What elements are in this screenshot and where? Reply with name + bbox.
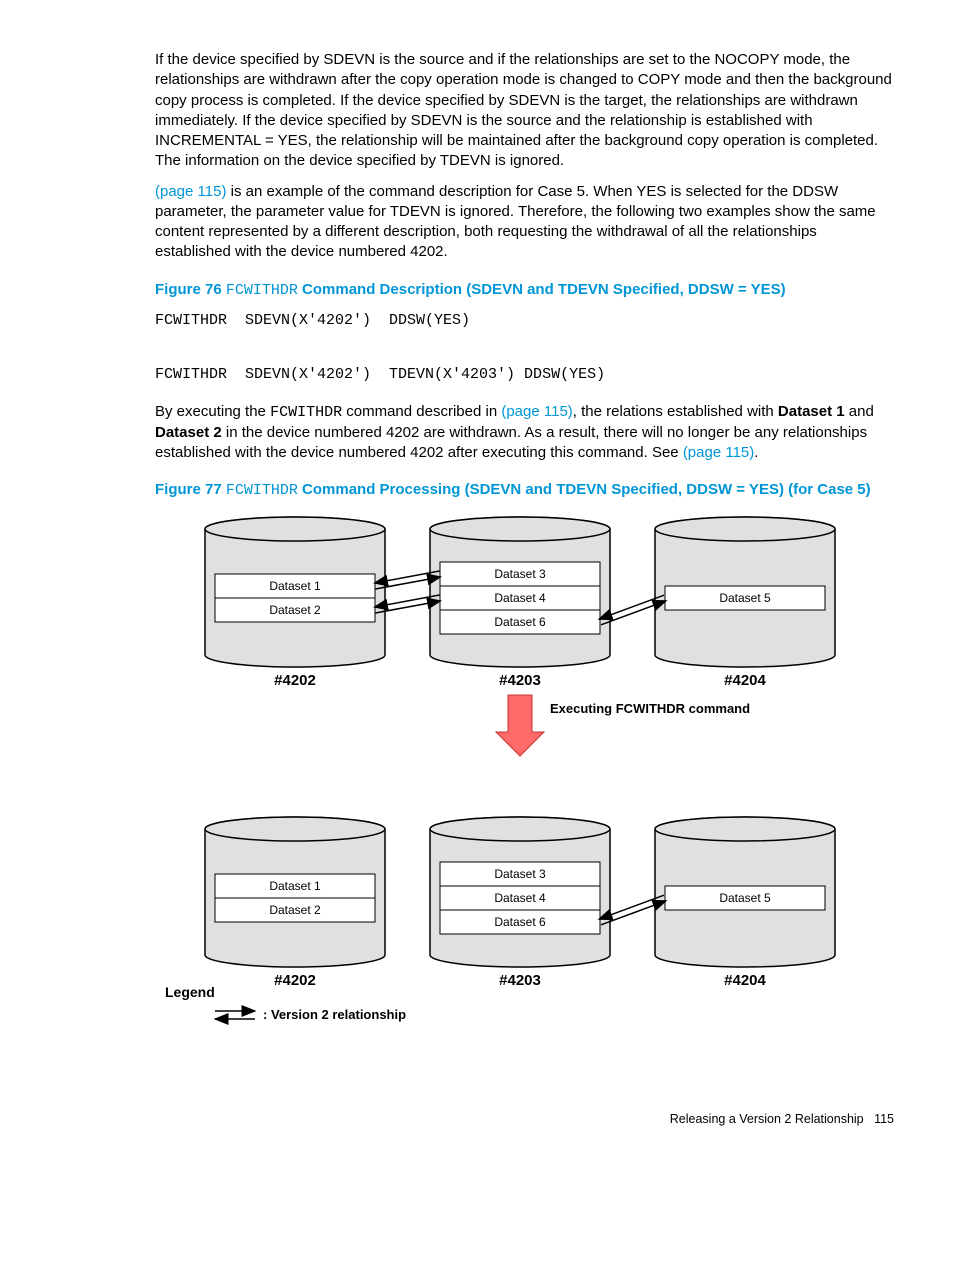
figure-77-cmd: FCWITHDR <box>226 482 298 499</box>
paragraph-1: If the device specified by SDEVN is the … <box>155 50 894 172</box>
link-page-115-c[interactable]: (page 115) <box>683 444 754 461</box>
figure-77-title: Figure 77 FCWITHDR Command Processing (S… <box>155 481 894 499</box>
figure-76-prefix: Figure 76 <box>155 281 226 298</box>
svg-text:Dataset 1: Dataset 1 <box>269 579 321 593</box>
svg-text:Dataset 4: Dataset 4 <box>494 891 546 905</box>
p3-f: . <box>754 444 758 461</box>
svg-text:#4202: #4202 <box>274 672 316 689</box>
svg-text:Dataset 5: Dataset 5 <box>719 591 771 605</box>
figure-77-diagram: Dataset 1 Dataset 2 #4202 Dataset 3 Dataset … <box>155 507 894 1072</box>
link-page-115-b[interactable]: (page 115) <box>501 403 572 420</box>
svg-text:#4204: #4204 <box>724 672 766 689</box>
svg-text:Dataset 1: Dataset 1 <box>269 879 321 893</box>
p3-d1: Dataset 1 <box>778 403 845 420</box>
p3-d: and <box>845 403 874 420</box>
svg-text:Dataset 6: Dataset 6 <box>494 915 546 929</box>
p3-a: By executing the <box>155 403 270 420</box>
svg-text:Dataset 5: Dataset 5 <box>719 891 771 905</box>
figure-76-code: FCWITHDR SDEVN(X'4202') DDSW(YES) FCWITH… <box>155 307 894 388</box>
svg-text:Dataset 2: Dataset 2 <box>269 603 321 617</box>
figure-76-title: Figure 76 FCWITHDR Command Description (… <box>155 281 894 299</box>
footer-page: 115 <box>874 1112 894 1126</box>
svg-text:#4203: #4203 <box>499 972 541 989</box>
svg-text:Dataset 3: Dataset 3 <box>494 567 546 581</box>
svg-text:#4203: #4203 <box>499 672 541 689</box>
svg-text:Dataset 2: Dataset 2 <box>269 903 321 917</box>
svg-text:Dataset 3: Dataset 3 <box>494 867 546 881</box>
link-page-115-a[interactable]: (page 115) <box>155 183 226 200</box>
figure-76-cmd: FCWITHDR <box>226 282 298 299</box>
svg-text:#4202: #4202 <box>274 972 316 989</box>
svg-text:#4204: #4204 <box>724 972 766 989</box>
p3-c: , the relations established with <box>573 403 778 420</box>
p3-cmd: FCWITHDR <box>270 404 342 421</box>
paragraph-3: By executing the FCWITHDR command descri… <box>155 402 894 464</box>
svg-text:Legend: Legend <box>165 984 215 1000</box>
p3-d2: Dataset 2 <box>155 424 222 441</box>
page-footer: Releasing a Version 2 Relationship 115 <box>155 1112 894 1126</box>
footer-text: Releasing a Version 2 Relationship <box>670 1112 864 1126</box>
svg-text:Dataset 4: Dataset 4 <box>494 591 546 605</box>
svg-text:Dataset 6: Dataset 6 <box>494 615 546 629</box>
svg-text:Executing FCWITHDR command: Executing FCWITHDR command <box>550 701 750 716</box>
p3-e: in the device numbered 4202 are withdraw… <box>155 424 867 461</box>
paragraph-2-rest: is an example of the command description… <box>155 183 876 261</box>
paragraph-2: (page 115) is an example of the command … <box>155 182 894 263</box>
figure-77-prefix: Figure 77 <box>155 481 226 498</box>
figure-77-rest: Command Processing (SDEVN and TDEVN Spec… <box>298 481 871 498</box>
svg-text:: Version 2 relationship: : Version 2 relationship <box>263 1007 406 1022</box>
figure-76-rest: Command Description (SDEVN and TDEVN Spe… <box>298 281 786 298</box>
p3-b: command described in <box>342 403 501 420</box>
